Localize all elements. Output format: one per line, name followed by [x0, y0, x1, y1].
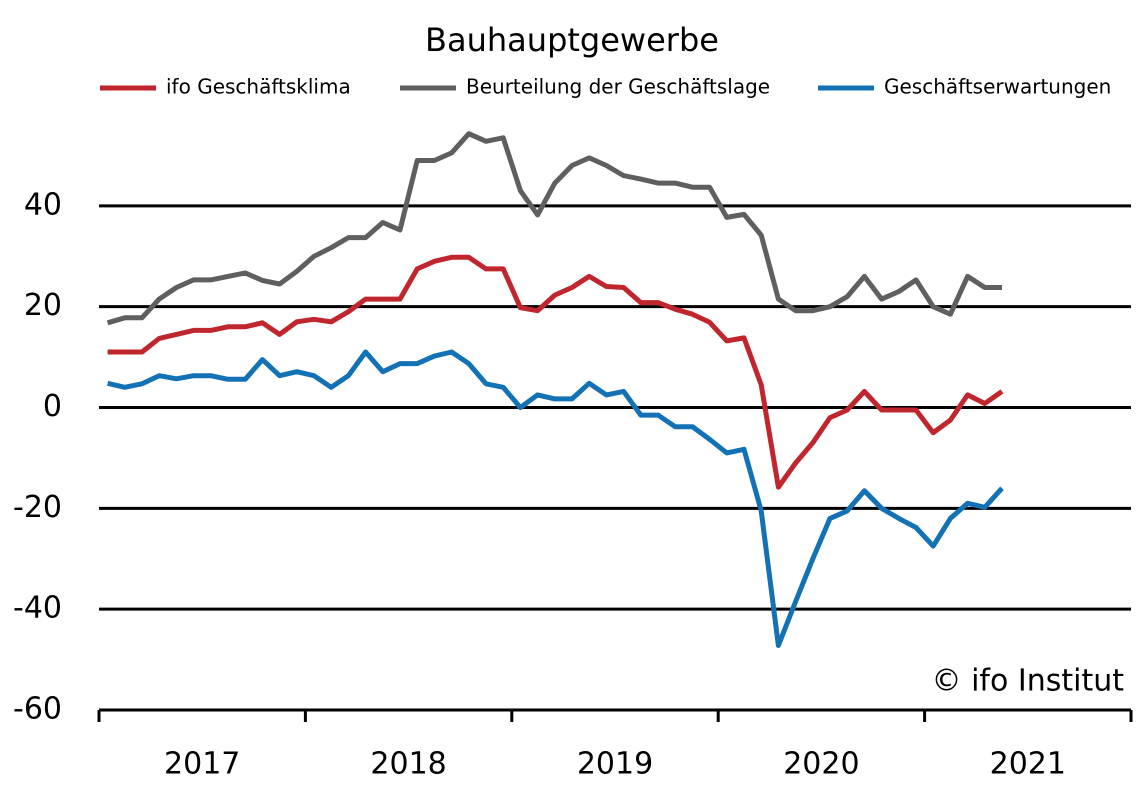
chart-title: Bauhauptgewerbe — [425, 21, 719, 59]
legend-label: ifo Geschäftsklima — [166, 75, 351, 99]
x-tick-label: 2017 — [164, 747, 240, 782]
y-tick-label: -40 — [13, 591, 62, 626]
y-tick-label: 40 — [24, 187, 62, 222]
series-line — [106, 131, 1002, 326]
legend-label: Geschäftserwartungen — [884, 75, 1111, 99]
legend-label: Beurteilung der Geschäftslage — [466, 75, 770, 99]
y-tick-label: 20 — [24, 288, 62, 323]
y-tick-label: -20 — [13, 490, 62, 525]
y-tick-label: -60 — [13, 692, 62, 727]
x-tick-label: 2019 — [577, 747, 653, 782]
series-line — [107, 349, 1004, 648]
x-tick-label: 2020 — [783, 747, 859, 782]
x-tick-label: 2018 — [370, 747, 446, 782]
y-tick-label: 0 — [43, 389, 62, 424]
annotation: © ifo Institut — [932, 664, 1125, 699]
series-line — [107, 254, 1004, 490]
x-tick-label: 2021 — [990, 747, 1066, 782]
